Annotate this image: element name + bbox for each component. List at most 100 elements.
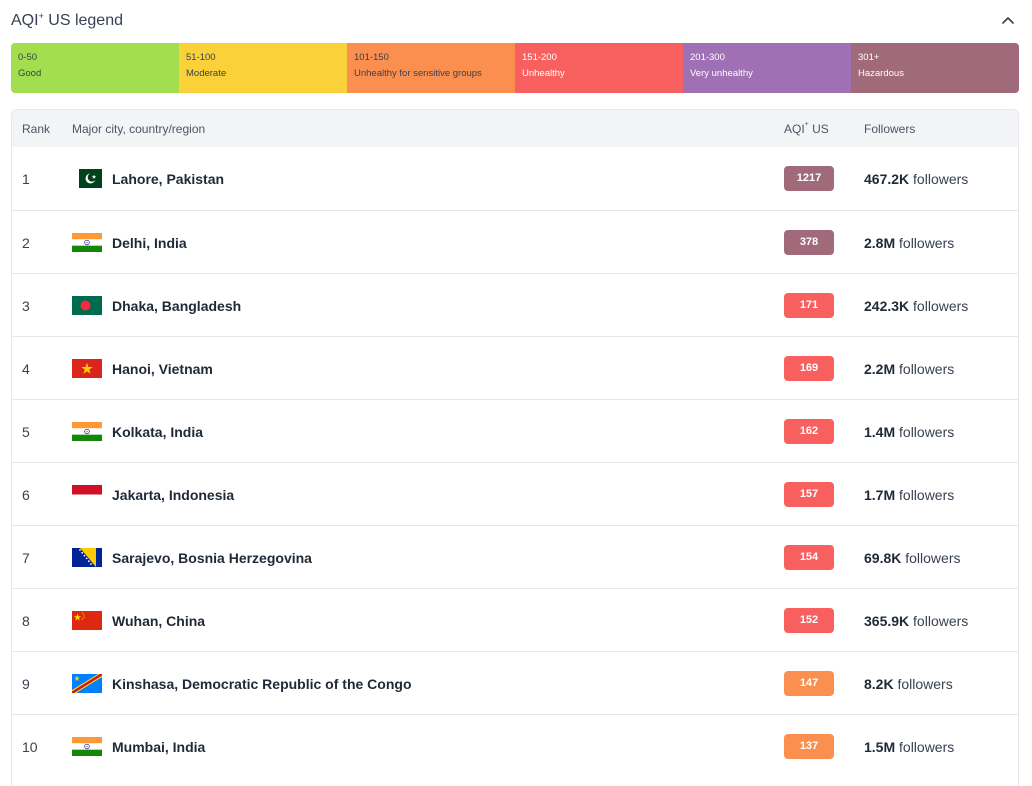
rank-number: 2 xyxy=(22,235,30,251)
legend-segment: 151-200 Unhealthy xyxy=(515,43,683,93)
city-name-link[interactable]: Sarajevo, Bosnia Herzegovina xyxy=(112,550,312,566)
legend-range: 51-100 xyxy=(186,52,216,63)
rank-number: 3 xyxy=(22,298,30,314)
legend-label: Very unhealthy xyxy=(690,68,753,79)
followers-number: 242.3K xyxy=(864,298,910,314)
table-row[interactable]: 2 Delhi, India 378 2.8M followers xyxy=(12,210,1018,273)
city-name-link[interactable]: Wuhan, China xyxy=(112,613,206,629)
drc-flag-icon xyxy=(72,674,102,693)
pakistan-flag-icon xyxy=(72,169,102,188)
city-name-link[interactable]: Mumbai, India xyxy=(112,739,206,755)
followers-word: followers xyxy=(913,171,969,187)
header-rank: Rank xyxy=(22,122,51,136)
followers-word: followers xyxy=(899,487,955,503)
table-row[interactable]: 7 Sarajevo, Bosnia Herzegovina 154 69.8K fo… xyxy=(12,525,1018,588)
legend-title: AQI+ US legend xyxy=(11,11,123,30)
table-row[interactable]: 3 Dhaka, Bangladesh 171 242.3K followers xyxy=(12,273,1018,336)
header-aqi: AQI+ US xyxy=(784,121,829,136)
rank-number: 6 xyxy=(22,487,30,503)
city-name-link[interactable]: Hanoi, Vietnam xyxy=(112,361,213,377)
followers-number: 2.2M xyxy=(864,361,896,377)
aqi-badge: 152 xyxy=(784,608,834,633)
followers-count: 1.7M followers xyxy=(864,487,954,503)
legend-segment: 201-300 Very unhealthy xyxy=(683,43,851,93)
followers-count: 242.3K followers xyxy=(864,298,968,314)
followers-word: followers xyxy=(899,424,955,440)
table-row[interactable]: 8 Wuhan, China 152 365.9K followers xyxy=(12,588,1018,651)
followers-word: followers xyxy=(897,676,953,692)
followers-count: 467.2K followers xyxy=(864,171,968,187)
legend-label: Hazardous xyxy=(858,68,904,79)
followers-word: followers xyxy=(913,613,969,629)
indonesia-flag-icon xyxy=(72,485,102,504)
legend-title-sup: + xyxy=(38,11,44,21)
header-followers: Followers xyxy=(864,122,916,136)
legend-label: Unhealthy xyxy=(522,68,565,79)
followers-number: 1.7M xyxy=(864,487,896,503)
city-name-link[interactable]: Lahore, Pakistan xyxy=(112,171,225,187)
followers-number: 1.5M xyxy=(864,739,896,755)
followers-count: 1.4M followers xyxy=(864,424,954,440)
followers-count: 2.2M followers xyxy=(864,361,954,377)
followers-number: 1.4M xyxy=(864,424,896,440)
followers-number: 8.2K xyxy=(864,676,894,692)
aqi-badge: 162 xyxy=(784,419,834,444)
city-name-link[interactable]: Dhaka, Bangladesh xyxy=(112,298,242,314)
rank-number: 1 xyxy=(22,171,30,187)
rank-number: 8 xyxy=(22,613,30,629)
aqi-badge: 157 xyxy=(784,482,834,507)
header-city: Major city, country/region xyxy=(72,122,206,136)
followers-number: 69.8K xyxy=(864,550,902,566)
city-ranking-table: Rank Major city, country/region AQI+ US … xyxy=(11,109,1019,786)
aqi-badge: 1217 xyxy=(784,166,834,191)
city-name-link[interactable]: Kolkata, India xyxy=(112,424,204,440)
followers-word: followers xyxy=(899,739,955,755)
followers-word: followers xyxy=(913,298,969,314)
legend-segment: 101-150 Unhealthy for sensitive groups xyxy=(347,43,515,93)
india-flag-icon xyxy=(72,233,102,252)
city-name-link[interactable]: Jakarta, Indonesia xyxy=(112,487,235,503)
followers-word: followers xyxy=(899,361,955,377)
china-flag-icon xyxy=(72,611,102,630)
bangladesh-flag-icon xyxy=(72,296,102,315)
followers-count: 2.8M followers xyxy=(864,235,954,251)
followers-count: 365.9K followers xyxy=(864,613,968,629)
table-row[interactable]: 5 Kolkata, India 162 1.4M followers xyxy=(12,399,1018,462)
aqi-badge: 154 xyxy=(784,545,834,570)
bosnia-flag-icon xyxy=(72,548,102,567)
legend-label: Moderate xyxy=(186,68,227,79)
aqi-badge: 169 xyxy=(784,356,834,381)
india-flag-icon xyxy=(72,737,102,756)
aqi-badge: 378 xyxy=(784,230,834,255)
aqi-badge: 147 xyxy=(784,671,834,696)
chevron-up-icon[interactable] xyxy=(999,12,1017,30)
legend-segment: 0-50 Good xyxy=(11,43,179,93)
followers-number: 467.2K xyxy=(864,171,910,187)
legend-label: Good xyxy=(18,68,42,79)
india-flag-icon xyxy=(72,422,102,441)
aqi-legend-bar: 0-50 Good 51-100 Moderate 101-150 Unhealthy f… xyxy=(11,43,1019,93)
header-aqi-sup: + xyxy=(804,121,809,128)
city-name-link[interactable]: Kinshasa, Democratic Republic of the Con… xyxy=(112,676,412,692)
vietnam-flag-icon xyxy=(72,359,102,378)
followers-word: followers xyxy=(905,550,961,566)
rank-number: 10 xyxy=(22,739,38,755)
table-header: Rank Major city, country/region AQI+ US … xyxy=(12,110,1018,147)
legend-title-suffix: US legend xyxy=(43,12,123,29)
table-row[interactable]: 10 Mumbai, India 137 1.5M followers xyxy=(12,714,1018,777)
legend-header: AQI+ US legend xyxy=(11,0,1019,43)
city-name-link[interactable]: Delhi, India xyxy=(112,235,187,251)
legend-segment: 51-100 Moderate xyxy=(179,43,347,93)
followers-word: followers xyxy=(899,235,955,251)
table-row[interactable]: 9 Kinshasa, Democratic Republic of the Co… xyxy=(12,651,1018,714)
table-row[interactable]: 4 Hanoi, Vietnam 169 2.2M followers xyxy=(12,336,1018,399)
rank-number: 4 xyxy=(22,361,30,377)
aqi-badge: 171 xyxy=(784,293,834,318)
rank-number: 9 xyxy=(22,676,30,692)
table-row[interactable]: 6 Jakarta, Indonesia 157 1.7M followers xyxy=(12,462,1018,525)
table-row[interactable]: 1 Lahore, Pakistan 1217 467.2K followers xyxy=(12,147,1018,210)
followers-number: 365.9K xyxy=(864,613,910,629)
legend-range: 101-150 xyxy=(354,52,389,63)
header-aqi-suffix: US xyxy=(808,122,829,136)
legend-segment: 301+ Hazardous xyxy=(851,43,1019,93)
